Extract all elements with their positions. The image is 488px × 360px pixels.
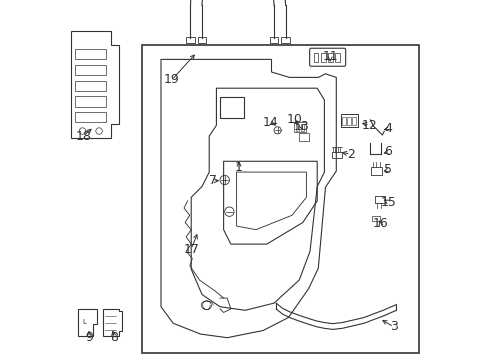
Bar [299,133,309,141]
Text: 13: 13 [293,120,308,133]
Bar [342,117,345,125]
Bar [75,112,106,122]
Text: 12: 12 [361,119,377,132]
Bar [220,97,244,118]
Text: L: L [82,319,86,325]
Text: 1: 1 [235,161,243,174]
Text: 8: 8 [110,331,118,344]
Bar [327,53,332,62]
Bar [281,37,289,43]
Bar [75,65,106,75]
Text: 5: 5 [384,163,392,176]
Text: 18: 18 [75,130,91,143]
Bar [75,49,106,59]
Bar [142,45,418,353]
Bar [197,37,206,43]
Bar [346,117,350,125]
Text: 3: 3 [389,320,397,333]
Bar [269,37,278,43]
Text: 16: 16 [372,217,387,230]
Bar [186,37,194,43]
Text: 19: 19 [163,73,179,86]
Bar [371,216,380,221]
Bar [351,117,355,125]
Bar [335,53,339,62]
Text: 4: 4 [384,122,392,135]
Text: 15: 15 [380,196,396,209]
Bar [295,124,299,131]
Text: 11: 11 [322,50,337,63]
Text: 10: 10 [285,113,302,126]
Bar [313,53,318,62]
Bar [75,96,106,107]
Bar [374,196,384,203]
Bar [331,152,341,158]
Bar [294,122,305,132]
Bar [340,114,358,127]
Text: 14: 14 [262,116,278,129]
Text: 17: 17 [183,243,199,256]
Text: 2: 2 [346,148,354,161]
Bar [75,81,106,91]
Text: 7: 7 [208,174,216,187]
Bar [300,124,304,131]
Text: 9: 9 [85,331,93,344]
Bar [370,167,381,175]
Bar [320,53,325,62]
Text: 6: 6 [384,145,392,158]
